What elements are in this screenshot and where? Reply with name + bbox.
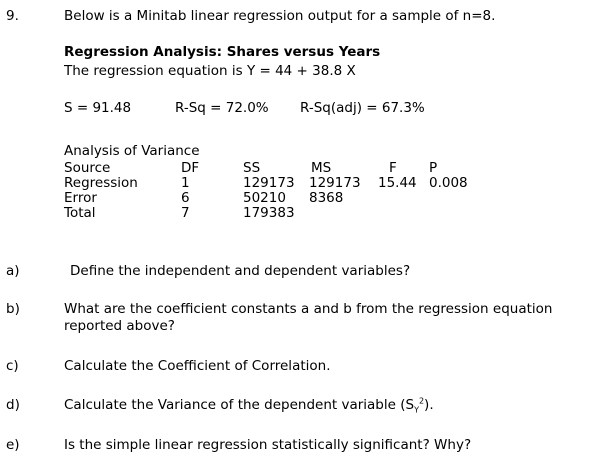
anova-cell-ss: 129173 [243, 175, 295, 191]
part-label: b) [6, 301, 20, 317]
r-squared-adjusted: R-Sq(adj) = 67.3% [300, 100, 425, 116]
part-text: What are the coefficient constants a and… [64, 301, 553, 317]
regression-heading: Regression Analysis: Shares versus Years [64, 44, 381, 60]
part-text-tail: ). [424, 397, 434, 413]
anova-cell-ss: 50210 [243, 190, 286, 206]
anova-cell-ms: 8368 [309, 190, 344, 206]
part-text-continuation: reported above? [64, 318, 175, 334]
r-squared: R-Sq = 72.0% [175, 100, 269, 116]
s-statistic: S = 91.48 [64, 100, 132, 116]
part-label: d) [6, 397, 20, 413]
anova-cell-ms: 129173 [309, 175, 361, 191]
anova-title: Analysis of Variance [64, 143, 200, 159]
anova-cell-df: 1 [181, 175, 190, 191]
anova-header-df: DF [181, 160, 200, 176]
part-text: Calculate the Variance of the dependent … [64, 396, 434, 415]
anova-cell-df: 7 [181, 205, 190, 221]
anova-cell-source: Total [64, 205, 96, 221]
question-intro: Below is a Minitab linear regression out… [64, 8, 496, 24]
anova-cell-f: 15.44 [378, 175, 417, 191]
anova-header-source: Source [64, 160, 111, 176]
part-label: c) [6, 358, 19, 374]
part-label: a) [6, 263, 20, 279]
anova-header-ms: MS [311, 160, 332, 176]
anova-cell-p: 0.008 [429, 175, 468, 191]
anova-cell-source: Regression [64, 175, 138, 191]
regression-equation: The regression equation is Y = 44 + 38.8… [64, 63, 356, 79]
question-number: 9. [6, 8, 19, 24]
anova-cell-df: 6 [181, 190, 190, 206]
anova-header-f: F [389, 160, 397, 176]
anova-cell-ss: 179383 [243, 205, 295, 221]
variance-superscript: 2 [418, 396, 425, 406]
part-text-main: Calculate the Variance of the dependent … [64, 397, 415, 413]
anova-header-p: P [429, 160, 438, 176]
part-text: Define the independent and dependent var… [70, 263, 411, 279]
variance-subscript: Y [414, 405, 419, 415]
part-text: Is the simple linear regression statisti… [64, 437, 472, 453]
part-text: Calculate the Coefficient of Correlation… [64, 358, 331, 374]
part-label: e) [6, 437, 20, 453]
anova-header-ss: SS [243, 160, 261, 176]
anova-cell-source: Error [64, 190, 97, 206]
